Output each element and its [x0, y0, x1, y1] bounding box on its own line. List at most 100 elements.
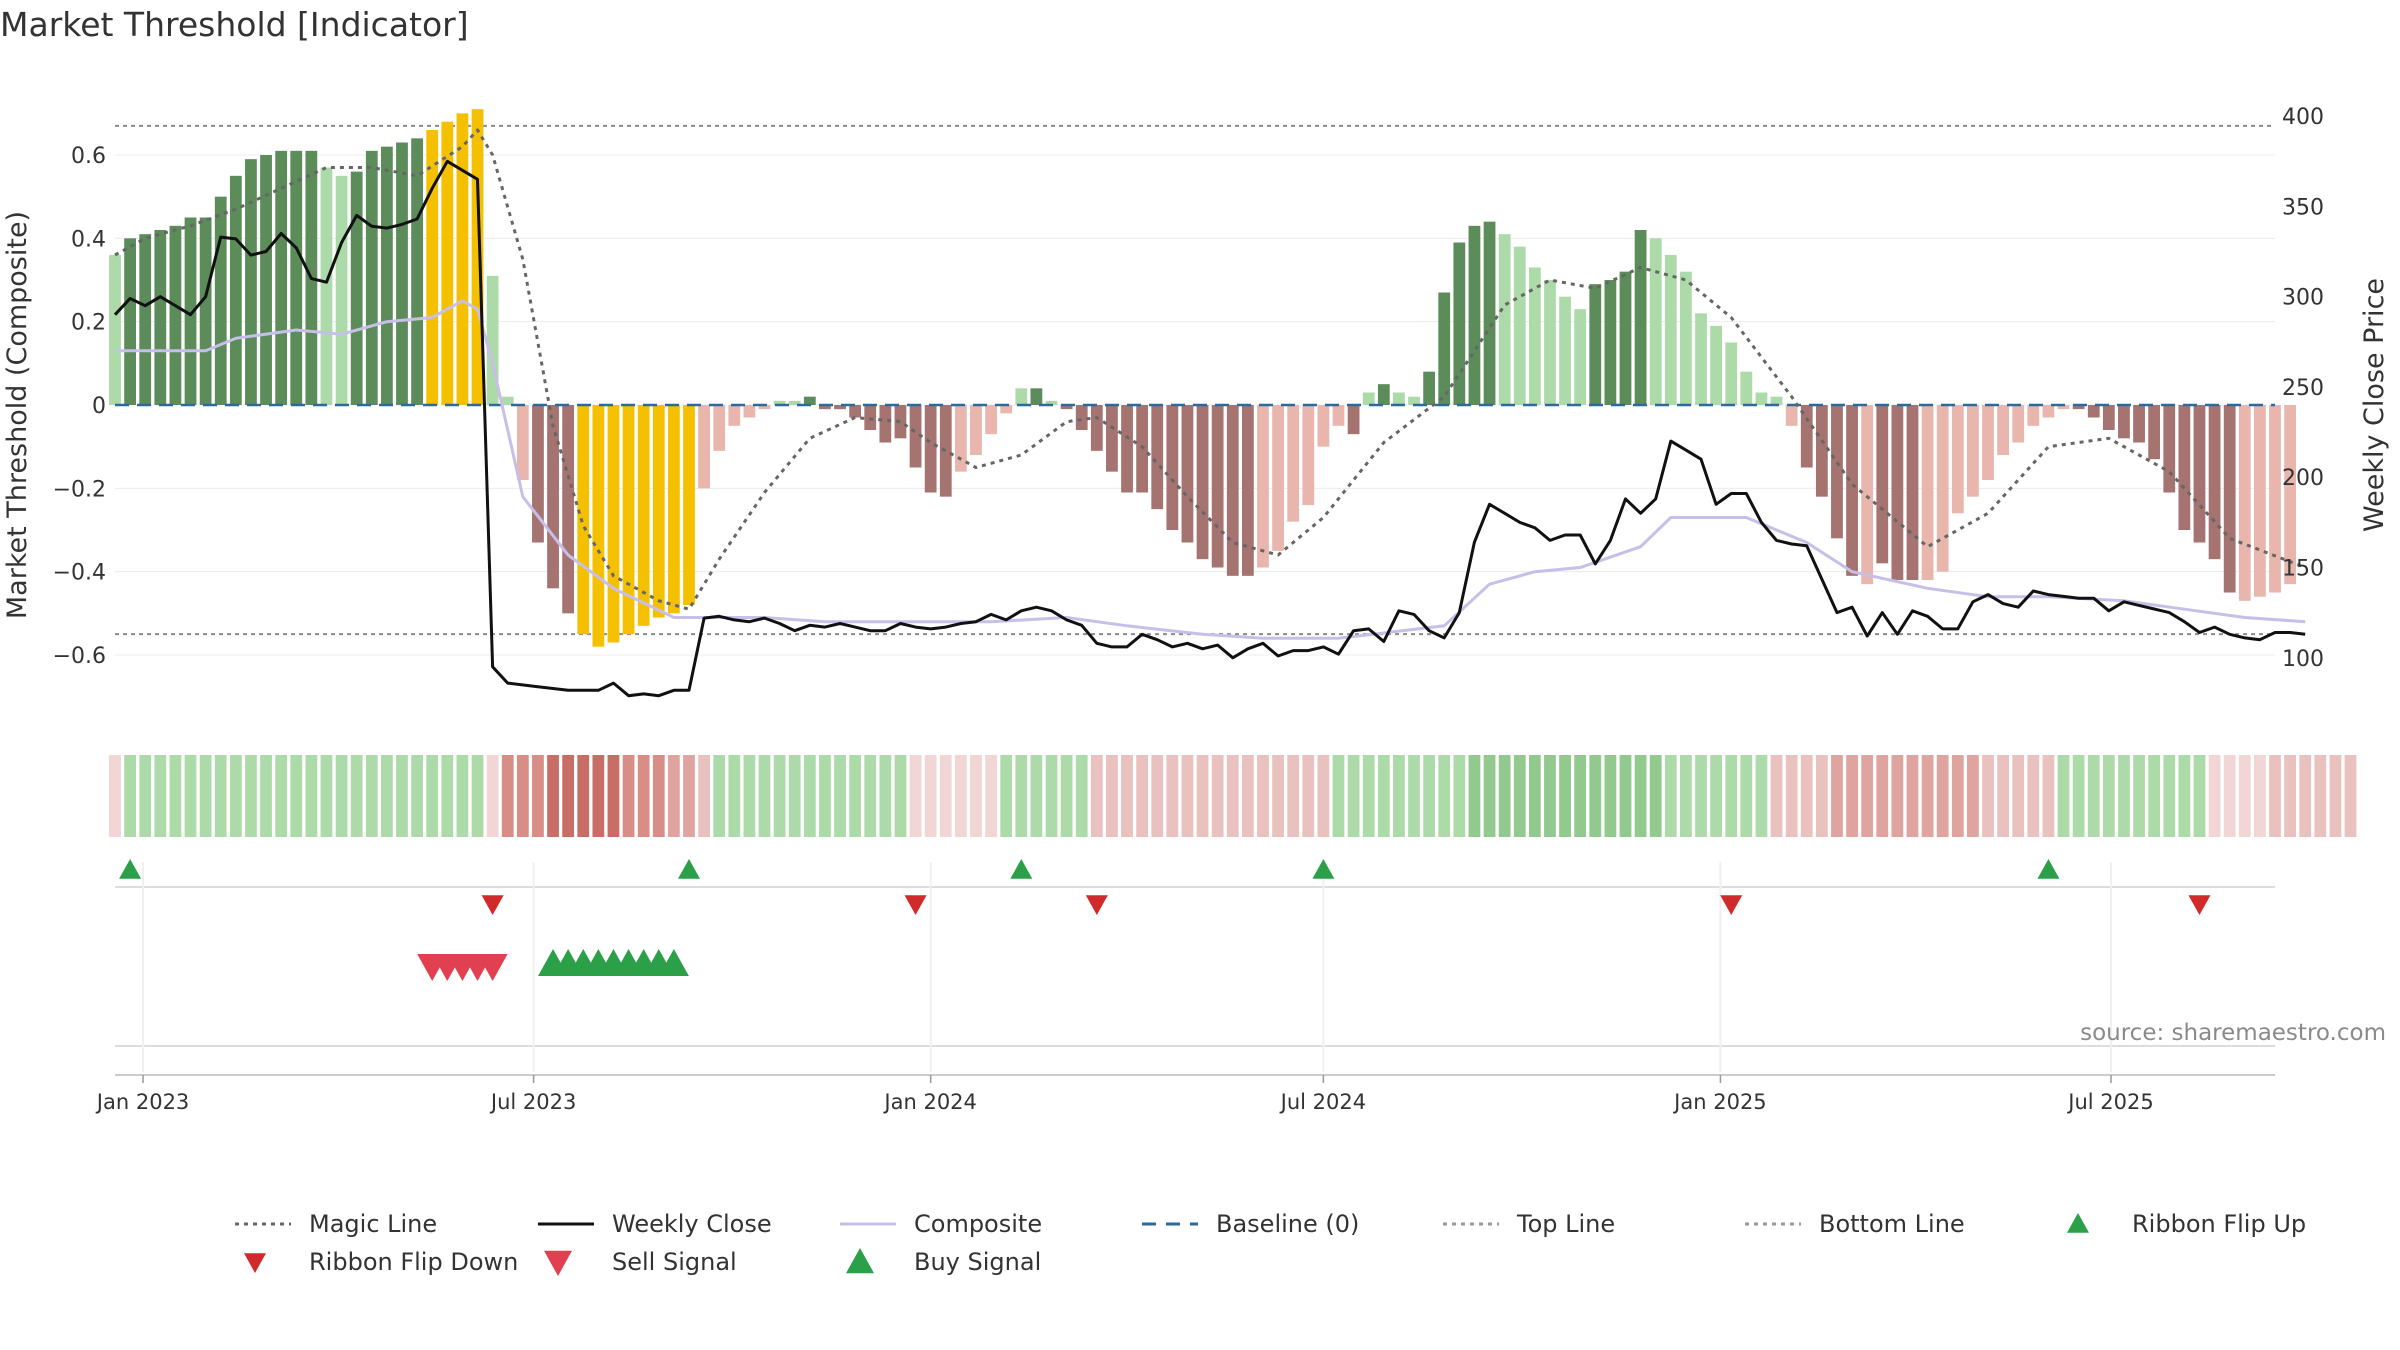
ribbon-cell: [1544, 755, 1556, 837]
legend-item: Ribbon Flip Down: [244, 1248, 518, 1276]
composite-bar: [199, 217, 212, 405]
ribbon-cell: [1740, 755, 1753, 837]
ribbon-cell: [290, 755, 303, 837]
composite-bar: [1257, 405, 1269, 568]
composite-bar: [1211, 405, 1224, 568]
ribbon-cell: [1815, 755, 1828, 837]
ribbon-cell: [2102, 755, 2115, 837]
legend-label: Top Line: [1516, 1210, 1615, 1238]
composite-bar: [124, 238, 136, 405]
composite-bar: [2027, 405, 2040, 426]
ribbon-cell: [1393, 755, 1405, 837]
composite-bar: [1347, 405, 1360, 435]
ribbon-cell: [1604, 755, 1617, 837]
legend-swatch: [244, 1253, 266, 1273]
composite-bar: [1408, 396, 1420, 405]
composite-bar: [2102, 405, 2115, 430]
ribbon-cell: [773, 755, 786, 837]
ribbon-cell: [2284, 755, 2296, 837]
composite-bar: [2223, 405, 2236, 593]
ribbon-cell: [1876, 755, 1889, 837]
composite-bar: [985, 405, 997, 435]
ribbon-cell: [1634, 755, 1647, 837]
composite-bar: [2178, 405, 2191, 530]
legend-swatch: [544, 1250, 572, 1276]
signal-panels: [115, 859, 2275, 1076]
composite-bar: [1619, 271, 1632, 405]
ribbon-cell: [1982, 755, 1994, 837]
composite-bar: [471, 109, 484, 406]
composite-bar: [2208, 405, 2221, 560]
ribbon-cell: [1559, 755, 1571, 837]
ribbon-cell: [184, 755, 197, 837]
composite-bar: [788, 400, 801, 405]
ribbon-cell: [1528, 755, 1541, 837]
ribbon-cell: [1045, 755, 1058, 837]
composite-bar: [1498, 234, 1511, 405]
composite-bar: [2133, 405, 2145, 443]
ribbon-cell: [335, 755, 348, 837]
magic-line: [114, 128, 2306, 611]
ribbon-cell: [1000, 755, 1013, 837]
weekly-close-line: [113, 159, 2306, 698]
ribbon-cell: [924, 755, 937, 837]
source-credit: source: sharemaestro.com: [2080, 1020, 2386, 1046]
ribbon-cell: [1483, 755, 1496, 837]
ribbon-cell: [1770, 755, 1783, 837]
reference-lines: [115, 124, 2275, 636]
legend-label: Ribbon Flip Down: [309, 1248, 518, 1276]
ribbon-cell: [396, 755, 408, 837]
ribbon-cell: [592, 755, 605, 837]
ribbon-cell: [834, 755, 846, 837]
composite-bar: [365, 150, 378, 405]
composite-bar: [1634, 230, 1647, 405]
sell-signal-marker: [477, 954, 508, 981]
legend-label: Bottom Line: [1819, 1210, 1965, 1238]
composite-bar: [773, 400, 786, 405]
composite-bar: [1483, 221, 1496, 405]
legend-item: Composite: [840, 1210, 1042, 1238]
ribbon-cell: [2299, 755, 2312, 837]
ribbon-cell: [1226, 755, 1239, 837]
composite-bar: [1528, 267, 1541, 405]
composite-bar: [380, 146, 393, 405]
ribbon-cell: [1136, 755, 1149, 837]
ribbon-cell: [2072, 755, 2085, 837]
ribbon-cell: [622, 755, 635, 837]
composite-bar: [1438, 292, 1451, 405]
y-axis-right-label: Weekly Close Price: [2359, 278, 2390, 532]
ribbon-cell: [1408, 755, 1420, 837]
ribbon-cell: [2329, 755, 2342, 837]
composite-bar: [1287, 405, 1300, 522]
y-axis-left: 0.6 0.4 0.2 0 −0.2 −0.4 −0.6: [53, 144, 106, 669]
ribbon-cell: [2178, 755, 2191, 837]
legend-label: Sell Signal: [612, 1248, 737, 1276]
legend-label: Buy Signal: [914, 1248, 1041, 1276]
ribbon-cell: [2148, 755, 2161, 837]
composite-bar: [577, 405, 590, 635]
composite-bar: [2118, 405, 2130, 439]
ribbon-cell: [1468, 755, 1481, 837]
ribbon-cell: [501, 755, 514, 837]
ribbon-cell: [2269, 755, 2281, 837]
composite-bar: [879, 405, 892, 443]
ribbon-cell: [1710, 755, 1723, 837]
ribbon-cell: [2208, 755, 2221, 837]
composite-bar: [1241, 405, 1254, 576]
ribbon-flip-up-marker: [2037, 859, 2060, 879]
ribbon-cell: [1664, 755, 1677, 837]
ribbon-cell: [683, 755, 695, 837]
ribbon-cell: [441, 755, 454, 837]
ribbon-cell: [894, 755, 907, 837]
composite-bar: [894, 405, 907, 439]
ribbon-cell: [350, 755, 363, 837]
ribbon-cell: [1846, 755, 1858, 837]
ribbon-cell: [1725, 755, 1738, 837]
composite-bar: [1800, 405, 1813, 468]
composite-bar: [1377, 384, 1390, 405]
y-tick-label: 0.6: [71, 144, 106, 169]
ribbon-cell: [1891, 755, 1904, 837]
composite-bar: [1453, 242, 1466, 405]
ribbon-cell: [1906, 755, 1919, 837]
composite-bar: [1861, 405, 1874, 585]
